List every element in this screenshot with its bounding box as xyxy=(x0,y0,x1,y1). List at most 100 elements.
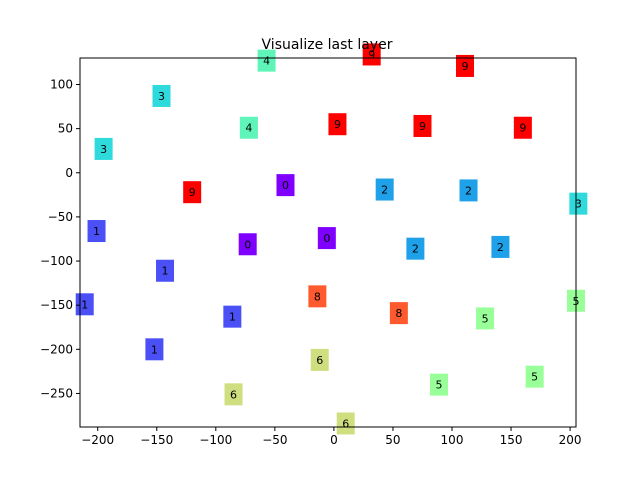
x-tick-label-2: −100 xyxy=(199,433,232,447)
point-label: 2 xyxy=(465,184,472,197)
point-box xyxy=(224,383,243,406)
point-27: 6 xyxy=(310,348,329,371)
point-11: 2 xyxy=(375,178,394,201)
point-box xyxy=(406,237,425,260)
point-box xyxy=(308,285,327,308)
point-box xyxy=(513,116,532,139)
point-label: 5 xyxy=(531,371,538,384)
point-6: 9 xyxy=(413,114,432,137)
point-box xyxy=(276,174,295,197)
point-box xyxy=(525,365,544,388)
point-box xyxy=(183,181,202,204)
point-box xyxy=(239,116,258,139)
point-box xyxy=(257,49,276,72)
point-box xyxy=(413,114,432,137)
point-label: 9 xyxy=(189,186,196,199)
point-10: 9 xyxy=(183,181,202,204)
point-28: 5 xyxy=(430,373,449,396)
point-label: 1 xyxy=(229,311,236,324)
point-18: 2 xyxy=(491,235,510,258)
point-box xyxy=(156,259,175,282)
point-label: 3 xyxy=(158,90,165,103)
y-tick-label-1: 50 xyxy=(58,122,73,136)
point-2: 9 xyxy=(455,54,474,77)
point-label: 4 xyxy=(263,55,270,68)
point-label: 8 xyxy=(314,290,321,303)
x-tick-label-7: 150 xyxy=(500,433,523,447)
point-17: 2 xyxy=(406,237,425,260)
point-label: 9 xyxy=(461,60,468,73)
point-label: 3 xyxy=(100,143,107,156)
point-label: 8 xyxy=(395,307,402,320)
point-7: 9 xyxy=(513,116,532,139)
point-label: 0 xyxy=(282,179,289,192)
x-tick-label-3: −50 xyxy=(262,433,287,447)
y-tick-label-5: −150 xyxy=(40,298,73,312)
y-axis: 100 50 0 −50 −100 −150 −200 −250 xyxy=(40,77,80,400)
point-4: 4 xyxy=(239,116,258,139)
x-axis: −200 −150 −100 −50 0 50 100 150 200 xyxy=(81,427,582,447)
point-1: 9 xyxy=(362,43,381,66)
point-5: 9 xyxy=(328,113,347,136)
point-15: 0 xyxy=(238,233,257,256)
point-19: 1 xyxy=(156,259,175,282)
point-label: 1 xyxy=(162,265,169,278)
point-box xyxy=(362,43,381,66)
point-label: 6 xyxy=(316,354,323,367)
point-30: 6 xyxy=(224,383,243,406)
point-label: 5 xyxy=(482,312,489,325)
point-label: 9 xyxy=(368,48,375,61)
point-label: 1 xyxy=(151,343,158,356)
y-tick-label-3: −50 xyxy=(48,210,73,224)
x-tick-label-0: −200 xyxy=(81,433,114,447)
point-box xyxy=(87,220,106,243)
point-box xyxy=(152,84,171,107)
chart-title: Visualize last layer xyxy=(262,37,393,53)
point-box xyxy=(455,54,474,77)
point-0: 4 xyxy=(257,49,276,72)
point-label: 5 xyxy=(436,379,443,392)
point-20: 1 xyxy=(75,293,94,316)
point-label: 1 xyxy=(93,225,100,238)
point-box xyxy=(238,233,257,256)
point-box xyxy=(375,178,394,201)
point-label: 1 xyxy=(81,298,88,311)
point-9: 0 xyxy=(276,174,295,197)
point-label: 0 xyxy=(323,232,330,245)
point-label: 2 xyxy=(412,243,419,256)
x-tick-label-5: 50 xyxy=(385,433,400,447)
y-tick-label-2: 0 xyxy=(65,166,73,180)
point-label: 2 xyxy=(497,241,504,254)
y-tick-label-4: −100 xyxy=(40,254,73,268)
point-box xyxy=(389,302,408,325)
point-label: 4 xyxy=(245,122,252,135)
point-box xyxy=(223,305,242,328)
point-box xyxy=(491,235,510,258)
point-label: 6 xyxy=(342,417,349,430)
x-tick-label-1: −150 xyxy=(140,433,173,447)
point-label: 9 xyxy=(519,122,526,135)
point-label: 9 xyxy=(419,120,426,133)
point-label: 3 xyxy=(575,198,582,211)
point-16: 0 xyxy=(317,227,336,250)
x-tick-label-8: 200 xyxy=(559,433,582,447)
point-29: 5 xyxy=(525,365,544,388)
y-tick-label-7: −250 xyxy=(40,386,73,400)
point-label: 0 xyxy=(244,238,251,251)
point-box xyxy=(145,338,164,361)
point-box xyxy=(569,192,588,215)
point-box xyxy=(317,227,336,250)
point-box xyxy=(336,412,355,435)
point-box xyxy=(94,137,113,160)
point-13: 3 xyxy=(569,192,588,215)
x-tick-label-6: 100 xyxy=(441,433,464,447)
point-8: 3 xyxy=(94,137,113,160)
point-label: 2 xyxy=(381,184,388,197)
point-26: 1 xyxy=(145,338,164,361)
point-14: 1 xyxy=(87,220,106,243)
point-23: 8 xyxy=(389,302,408,325)
point-box xyxy=(430,373,449,396)
point-24: 5 xyxy=(476,307,495,330)
